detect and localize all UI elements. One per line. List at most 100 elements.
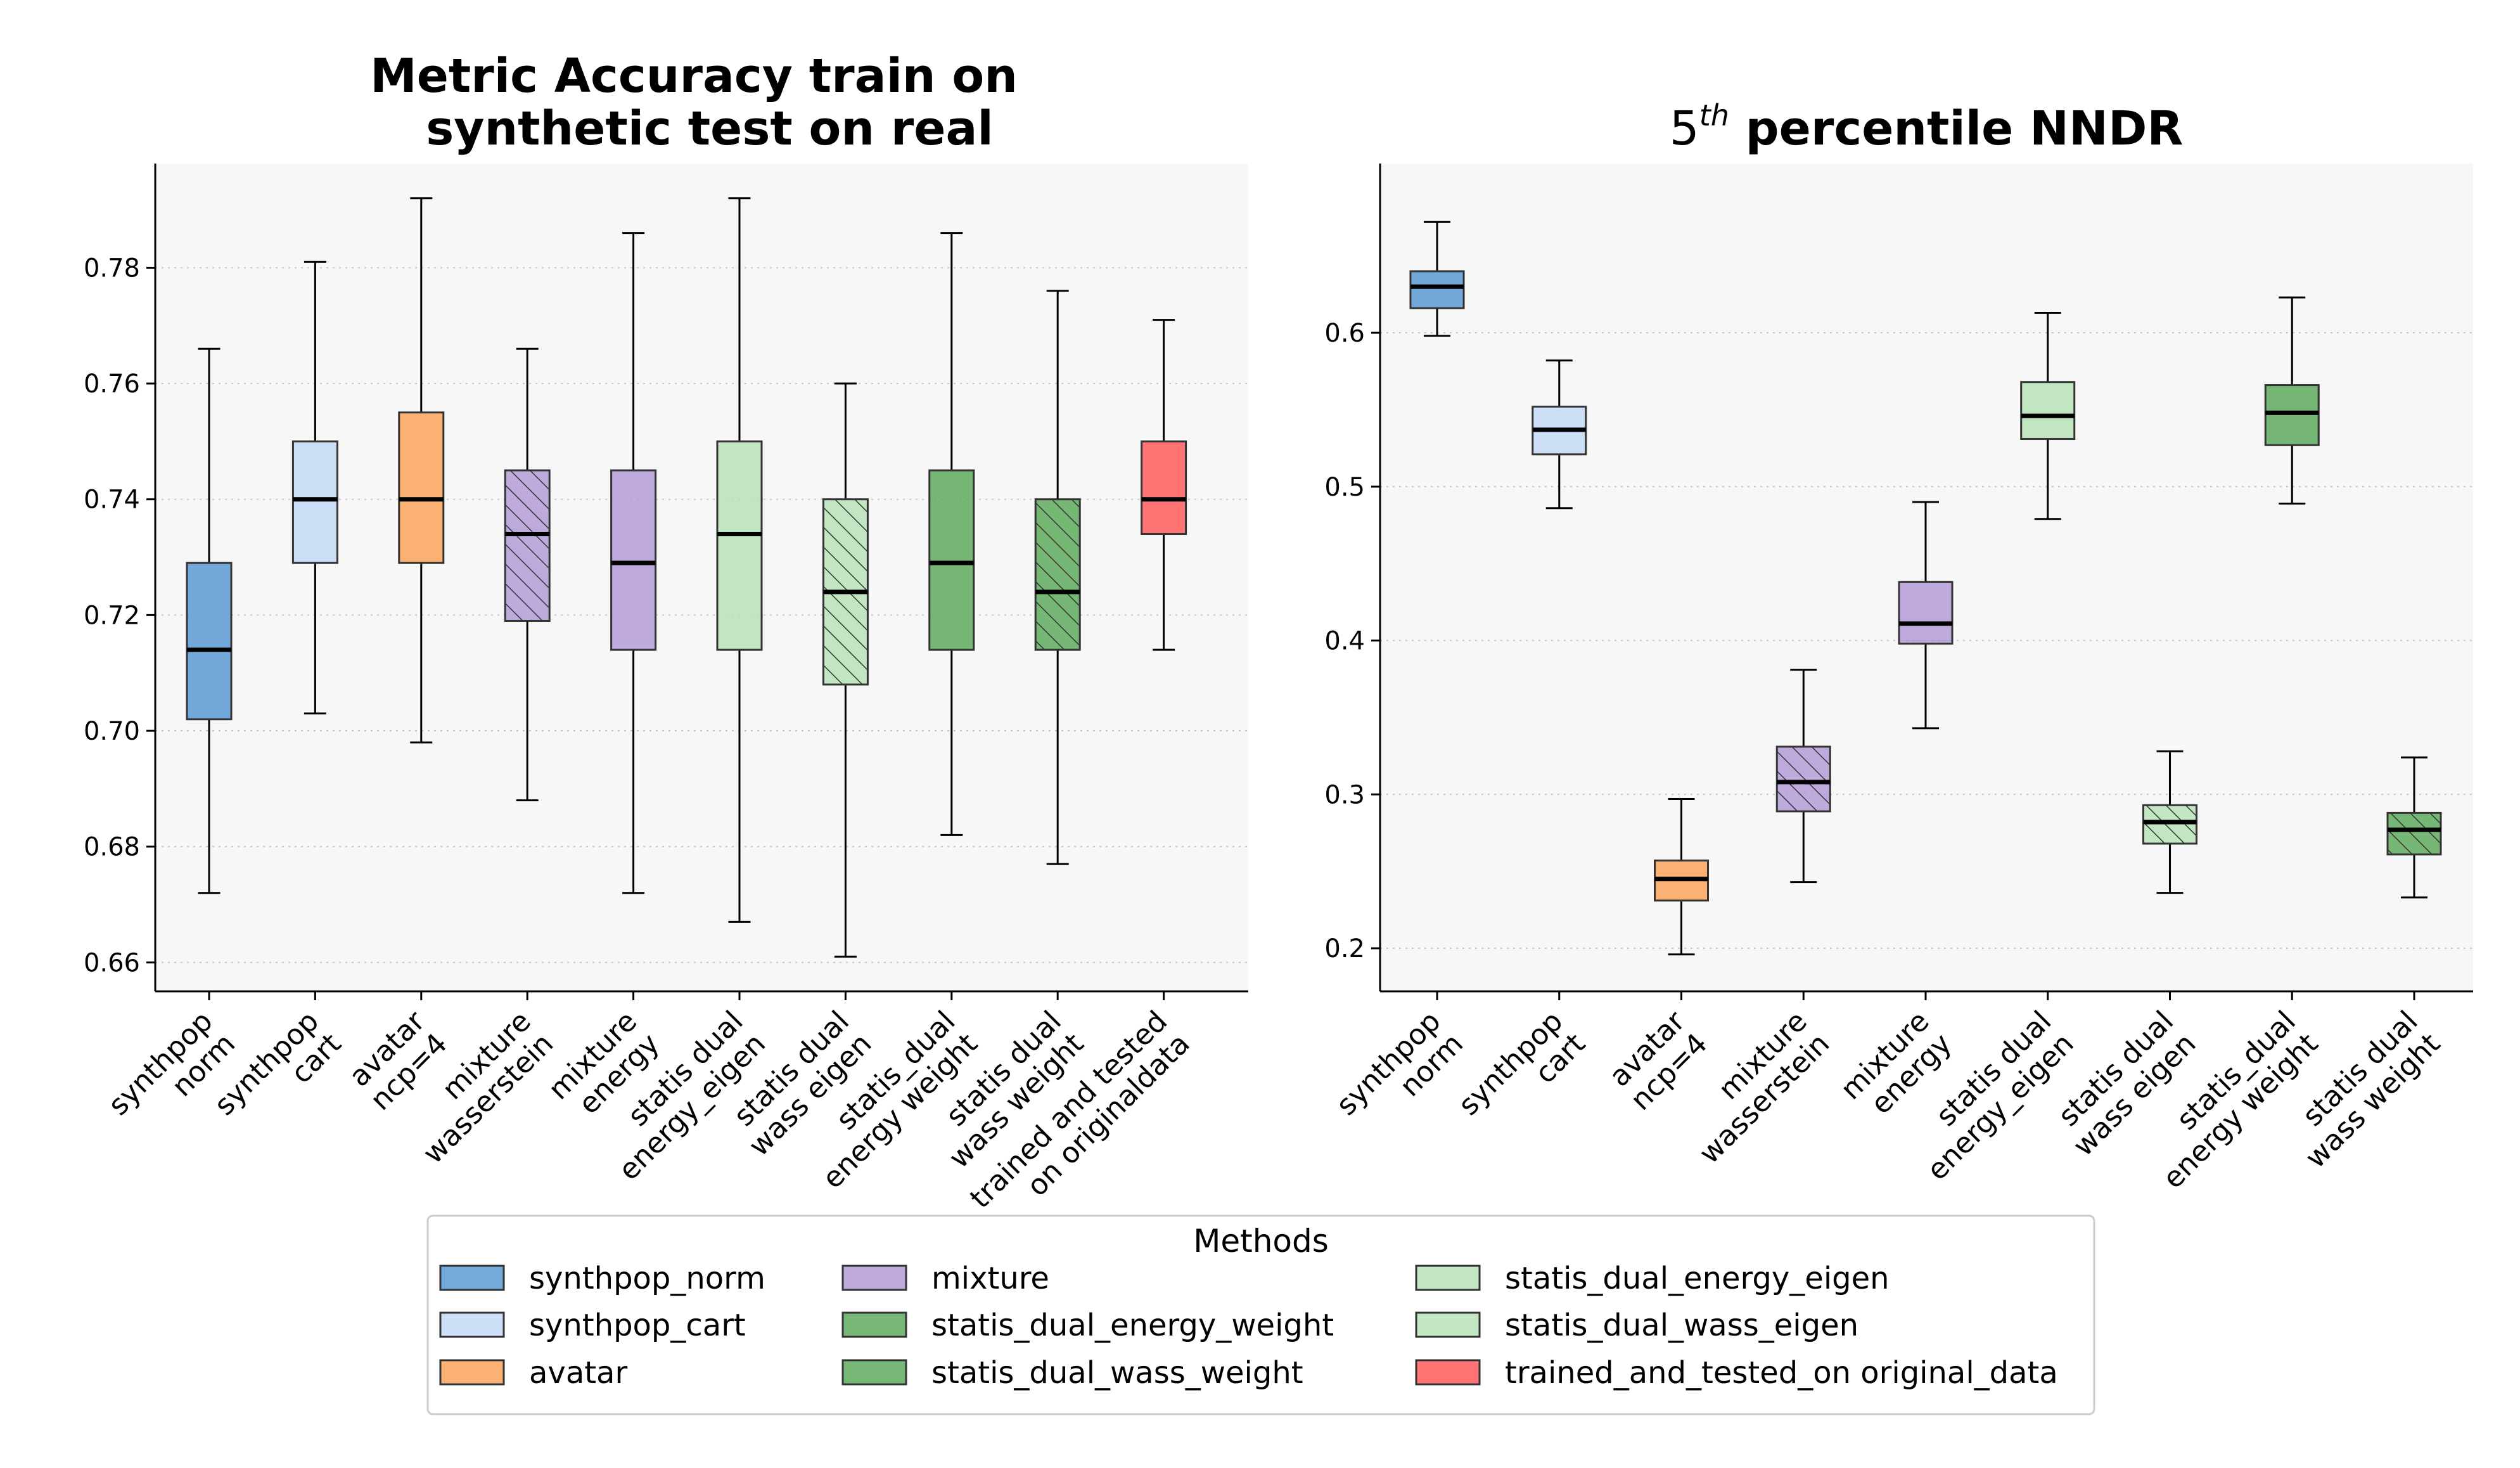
box-10: [1141, 319, 1187, 651]
y-tick-label: 0.76: [84, 370, 140, 399]
y-tick-label: 0.66: [84, 948, 140, 977]
legend-entry: statis_dual_energy_eigen: [1415, 1261, 1890, 1296]
plot-area-background: [155, 164, 1248, 991]
y-tick-label: 0.78: [84, 254, 140, 283]
y-tick-label: 0.68: [84, 833, 140, 862]
box-3: [1654, 798, 1709, 956]
iqr-box: [2264, 384, 2320, 446]
legend-swatch: [841, 1311, 907, 1338]
legend-swatch: [1415, 1359, 1481, 1386]
legend-label: statis_dual_energy_weight: [931, 1308, 1334, 1343]
y-tick-label: 0.2: [1324, 934, 1365, 963]
chart-nndr: 0.2 0.3 0.4 0.5 0.6 synthpopnormsynthpopcart…: [1324, 98, 2473, 1195]
legend-entry: avatar: [439, 1355, 627, 1391]
boxplot-series: [186, 197, 1187, 958]
iqr-box: [398, 411, 445, 564]
y-tick-label: 0.3: [1324, 780, 1365, 809]
legend-entry: mixture: [841, 1261, 1049, 1296]
chart-title-line-1: Metric Accuracy train on: [370, 49, 1018, 103]
y-tick-label: 0.70: [84, 717, 140, 746]
legend-label: trained_and_tested_on original_data: [1505, 1355, 2058, 1391]
legend-swatch: [439, 1265, 505, 1291]
hatch-overlay: [1777, 747, 1831, 811]
y-tick-label: 0.6: [1324, 319, 1365, 348]
iqr-box: [610, 469, 657, 651]
iqr-box: [1898, 581, 1954, 645]
box-2: [291, 261, 338, 715]
box-9: [2386, 756, 2442, 899]
box-6: [716, 197, 763, 923]
legend-label: statis_dual_wass_weight: [931, 1355, 1303, 1391]
box-2: [1532, 359, 1587, 510]
legend-title: Methods: [1193, 1223, 1329, 1259]
chart-title-line-2: synthetic test on real: [426, 101, 994, 156]
legend-swatch: [439, 1311, 505, 1338]
iqr-box: [716, 440, 763, 651]
x-tick-label: mixturewasserstein: [1670, 1004, 1836, 1170]
box-1: [186, 347, 233, 894]
legend-label: statis_dual_wass_eigen: [1505, 1308, 1858, 1343]
hatch-overlay: [1035, 499, 1080, 650]
iqr-box: [1141, 440, 1187, 536]
chart-accuracy: 0.66 0.68 0.70 0.72 0.74 0.76 0.78 synthpopnor…: [84, 49, 1248, 1215]
legend-swatch: [841, 1265, 907, 1291]
legend-swatch: [1415, 1265, 1481, 1291]
legend-label: statis_dual_energy_eigen: [1505, 1261, 1890, 1296]
iqr-box: [928, 469, 975, 651]
x-tick-label: avatarncp=4: [1601, 1004, 1714, 1117]
title-rest: percentile NNDR: [1729, 101, 2183, 156]
iqr-box: [186, 562, 233, 721]
x-tick-label: avatarncp=4: [341, 1004, 454, 1117]
legend-entry: trained_and_tested_on original_data: [1415, 1355, 2058, 1391]
x-tick-labels: synthpopnormsynthpopcartavatarncp=4mixtu…: [101, 991, 1196, 1215]
x-tick-label: synthpopnorm: [101, 1004, 241, 1144]
box-6: [2020, 311, 2076, 520]
legend-entry: statis_dual_energy_weight: [841, 1308, 1334, 1343]
hatch-overlay: [2388, 813, 2441, 854]
legend-entry: statis_dual_wass_weight: [841, 1355, 1303, 1391]
legend-label: synthpop_norm: [529, 1261, 765, 1296]
legend: Methods synthpop_norm synthpop_cartavatar…: [426, 1214, 2095, 1415]
legend-label: avatar: [529, 1355, 627, 1391]
y-gridlines: [155, 267, 1248, 963]
boxplot-series: [1409, 221, 2442, 956]
box-9: [1034, 290, 1081, 865]
box-4: [504, 347, 551, 802]
iqr-box: [1409, 270, 1465, 309]
box-4: [1775, 669, 1831, 884]
hatch-overlay: [505, 470, 550, 621]
legend-swatch: [1415, 1311, 1481, 1338]
legend-swatch: [841, 1359, 907, 1386]
x-tick-label: statis dualwass eigen: [2044, 1004, 2203, 1162]
iqr-box: [291, 440, 338, 564]
legend-entry: synthpop_norm: [439, 1261, 765, 1296]
box-7: [822, 382, 869, 958]
box-7: [2142, 750, 2197, 894]
box-8: [2264, 296, 2320, 505]
x-tick-label: synthpopnorm: [1329, 1004, 1469, 1144]
box-5: [610, 232, 657, 894]
title-superscript: th: [1699, 98, 1729, 132]
box-1: [1409, 221, 1465, 337]
box-8: [928, 232, 975, 836]
legend-label: mixture: [931, 1261, 1049, 1296]
box-3: [398, 197, 445, 744]
hatch-overlay: [2143, 805, 2197, 844]
iqr-box: [2020, 381, 2076, 441]
y-tick-labels: 0.2 0.3 0.4 0.5 0.6: [1324, 319, 1380, 963]
legend-label: synthpop_cart: [529, 1308, 746, 1343]
y-tick-label: 0.72: [84, 601, 140, 630]
box-5: [1898, 501, 1954, 730]
x-tick-label: synthpopcart: [1452, 1004, 1592, 1144]
legend-swatch: [439, 1359, 505, 1386]
y-tick-label: 0.4: [1324, 627, 1365, 656]
y-tick-labels: 0.66 0.68 0.70 0.72 0.74 0.76 0.78: [84, 254, 155, 977]
legend-entry: statis_dual_wass_eigen: [1415, 1308, 1858, 1343]
legend-entry: synthpop_cart: [439, 1308, 746, 1343]
chart-title: 5th percentile NNDR: [1670, 98, 2184, 156]
x-tick-label: synthpopcart: [208, 1004, 348, 1144]
title-base: 5: [1670, 101, 1699, 156]
